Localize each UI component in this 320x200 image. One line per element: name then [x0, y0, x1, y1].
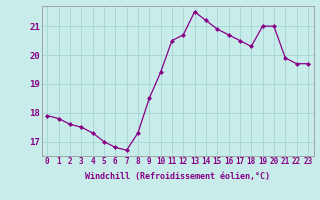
X-axis label: Windchill (Refroidissement éolien,°C): Windchill (Refroidissement éolien,°C) — [85, 172, 270, 181]
